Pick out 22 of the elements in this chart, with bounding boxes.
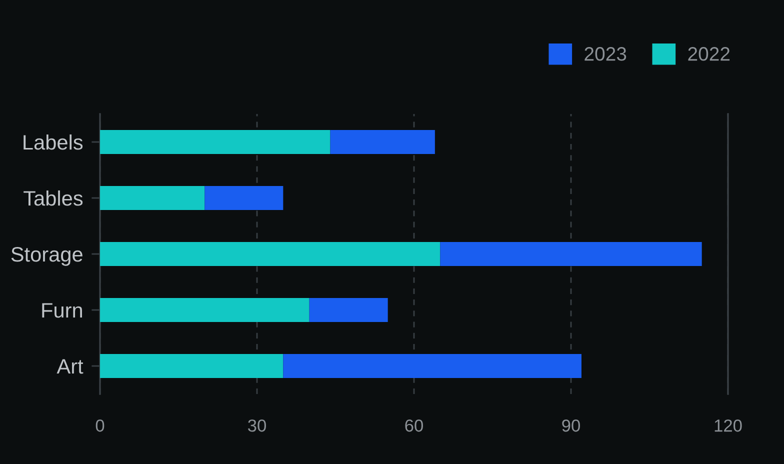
y-tick-label: Storage <box>11 247 82 266</box>
bar <box>100 298 310 322</box>
bar <box>204 186 284 210</box>
y-tick-label: Art <box>56 359 84 374</box>
bar <box>440 242 702 266</box>
bar <box>283 354 582 378</box>
legend-label: 2023 <box>584 47 626 61</box>
y-tick-label: Furn <box>42 303 82 318</box>
y-tick-label: Labels <box>24 134 83 150</box>
x-tick-label: 0 <box>96 419 104 432</box>
bar <box>330 130 435 154</box>
bar <box>100 242 440 266</box>
bar <box>100 130 330 154</box>
y-tick-label: Tables <box>24 190 83 206</box>
x-tick-label: 90 <box>562 419 580 432</box>
bar <box>100 186 205 210</box>
bar <box>309 298 388 322</box>
legend-label: 2022 <box>688 47 730 61</box>
x-tick-label: 30 <box>248 419 266 432</box>
x-tick-label: 120 <box>714 419 742 432</box>
bar <box>100 354 284 378</box>
x-tick-label: 60 <box>405 419 423 432</box>
